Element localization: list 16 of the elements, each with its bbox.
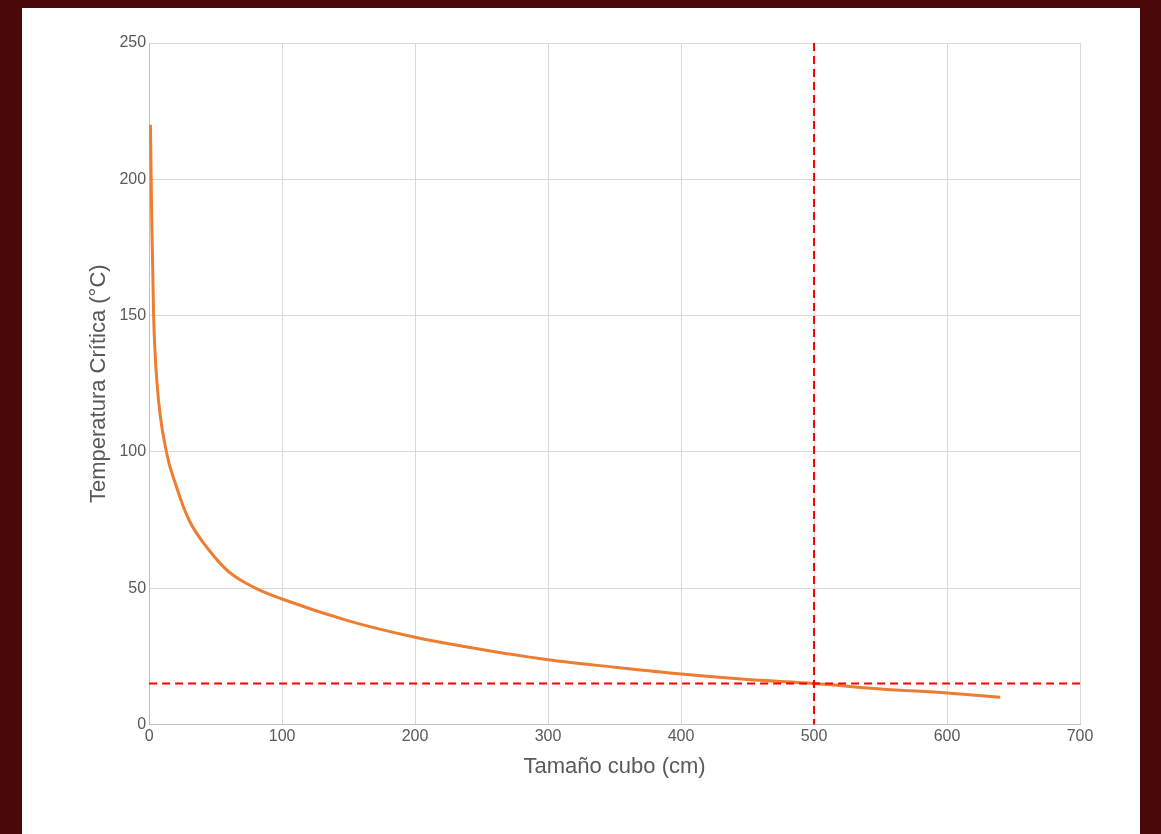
y-axis-title: Temperatura Crítica (°C) [85,264,111,504]
y-tick-label: 100 [119,442,147,460]
x-tick-label: 300 [534,727,562,745]
x-tick-label: 600 [933,727,961,745]
y-tick-label: 0 [137,714,147,732]
x-tick-label: 100 [268,727,296,745]
y-tick-label: 50 [128,578,147,596]
x-axis-title: Tamaño cubo (cm) [523,752,706,778]
y-tick-label: 250 [119,33,147,51]
x-tick-label: 700 [1066,727,1094,745]
x-tick-label: 400 [667,727,695,745]
line-series [149,123,1002,699]
x-tick-label: 200 [401,727,429,745]
y-tick-label: 200 [119,169,147,187]
x-tick-label: 500 [800,727,828,745]
y-tick-label: 150 [119,305,147,323]
